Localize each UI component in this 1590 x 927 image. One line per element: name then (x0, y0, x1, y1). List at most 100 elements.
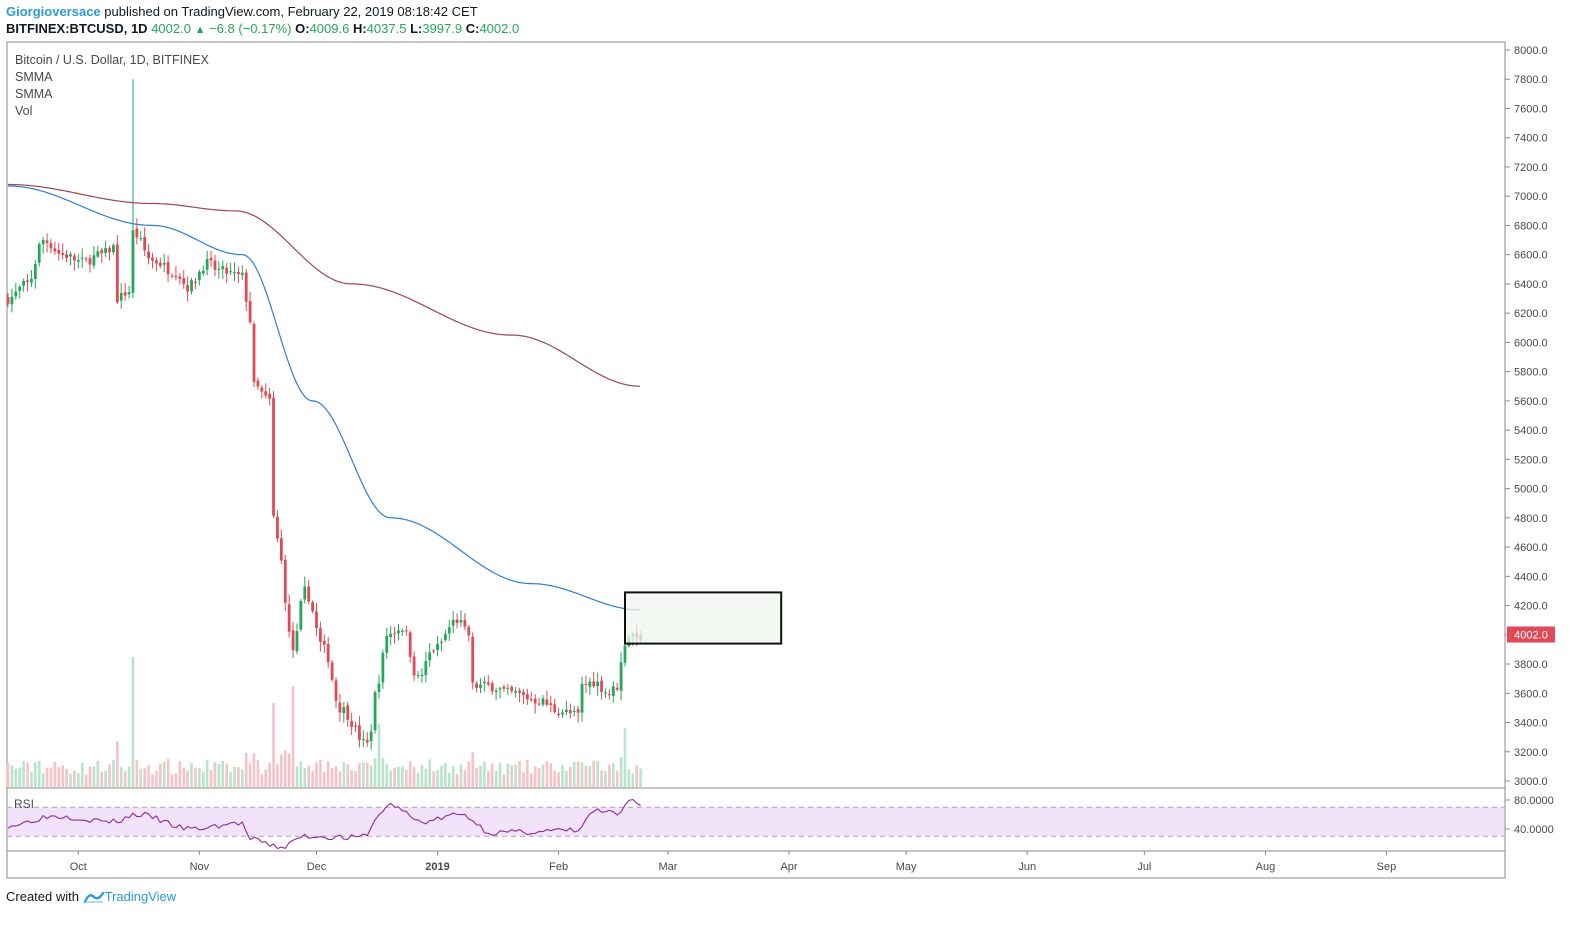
volume-bar (572, 761, 576, 787)
price-tick-label: 6800.0 (1514, 220, 1548, 232)
volume-bar (307, 765, 310, 787)
candle-body (588, 681, 592, 687)
candle-body (428, 652, 432, 661)
volume-bar (358, 763, 361, 787)
candle-body (420, 675, 424, 677)
candle-body (170, 275, 174, 277)
price-tick-label: 7200.0 (1514, 162, 1548, 174)
rsi-tick-label: 80.0000 (1514, 795, 1554, 807)
candle-body (61, 253, 65, 255)
candle-body (119, 293, 123, 301)
candle-body (217, 269, 221, 271)
candle-body (127, 292, 131, 295)
candle-body (291, 630, 295, 651)
legend-smma-2: SMMA (15, 87, 53, 101)
candle-body (604, 692, 607, 694)
volume-bar (545, 761, 549, 787)
volume-bar (14, 768, 18, 787)
candle-body (334, 680, 338, 701)
volume-bar (619, 757, 623, 787)
volume-bar (139, 768, 143, 787)
price-tick-label: 6600.0 (1514, 250, 1548, 262)
volume-bar (80, 762, 84, 787)
volume-bar (73, 770, 76, 787)
volume-bar (401, 766, 404, 787)
open-label: O: (295, 21, 310, 36)
volume-bar (45, 767, 49, 787)
price-tick-label: 7400.0 (1514, 133, 1548, 145)
candle-body (256, 380, 260, 387)
price-tick-label: 6200.0 (1514, 308, 1548, 320)
volume-bar (451, 765, 455, 787)
candles (6, 218, 643, 750)
candle-body (522, 692, 525, 695)
candle-body (416, 675, 420, 677)
candle-body (498, 688, 502, 690)
candle-body (158, 262, 162, 267)
candle-body (139, 238, 143, 240)
candle-body (248, 301, 252, 323)
volume-bar (186, 771, 189, 787)
candle-body (412, 656, 416, 676)
volume-bar (34, 762, 37, 787)
time-tick-label: Mar (658, 861, 677, 873)
candle-body (549, 703, 553, 706)
volume-bar (373, 758, 377, 787)
candle-body (151, 257, 154, 261)
published-text: published on TradingView.com, February 2… (100, 4, 478, 19)
volume-bar (198, 768, 201, 787)
candle-body (568, 710, 572, 714)
candle-body (315, 611, 318, 628)
candle-body (533, 698, 537, 704)
candle-body (361, 738, 365, 740)
volume-bar (424, 768, 428, 787)
volume-bar (295, 766, 299, 787)
candle-body (565, 709, 568, 713)
candle-body (615, 687, 619, 690)
volume-bar (397, 766, 400, 787)
candle-body (342, 706, 346, 714)
volume-bar (30, 772, 33, 787)
volume-bar (319, 759, 322, 787)
time-tick-label: Jun (1018, 861, 1036, 873)
legend-smma-1: SMMA (15, 70, 53, 84)
volume-bar (350, 770, 353, 787)
volume-bar (276, 764, 279, 787)
candle-body (463, 619, 467, 627)
candle-body (459, 620, 463, 623)
candle-body (346, 705, 350, 720)
candle-body (369, 731, 373, 742)
volume-bar (526, 760, 529, 787)
volume-bar (334, 766, 338, 787)
volume-bar (436, 770, 439, 787)
candle-body (205, 259, 209, 270)
volume-bar (221, 760, 225, 787)
time-tick-label: Dec (307, 861, 327, 873)
volume-bar (584, 765, 588, 787)
volume-bar (330, 768, 334, 787)
candle-body (385, 635, 389, 653)
candle-body (486, 682, 490, 685)
candle-body (6, 297, 10, 304)
candle-body (408, 632, 412, 657)
volume-bar (291, 686, 295, 787)
price-tick-label: 3400.0 (1514, 718, 1548, 730)
volume-bar (174, 773, 178, 787)
candle-body (354, 725, 357, 727)
volume-bar (119, 767, 123, 787)
candle-body (104, 248, 108, 254)
legend-title: Bitcoin / U.S. Dollar, 1D, BITFINEX (15, 53, 209, 67)
volume-bar (268, 763, 271, 787)
volume-bar (405, 769, 408, 787)
price-tag-label: 4002.0 (1514, 630, 1548, 642)
candle-body (41, 239, 45, 245)
candle-body (623, 645, 627, 663)
volume-bar (533, 766, 537, 787)
footer: Created with TradingView (6, 889, 176, 904)
author-link[interactable]: Giorgioversace (6, 4, 101, 19)
footer-brand[interactable]: TradingView (104, 889, 177, 904)
symbol-line: BITFINEX:BTCUSD, 1D 4002.0 ▲ −6.8 (−0.17… (6, 21, 519, 36)
tradingview-logo-icon (83, 891, 104, 904)
volume-bar (6, 763, 10, 787)
